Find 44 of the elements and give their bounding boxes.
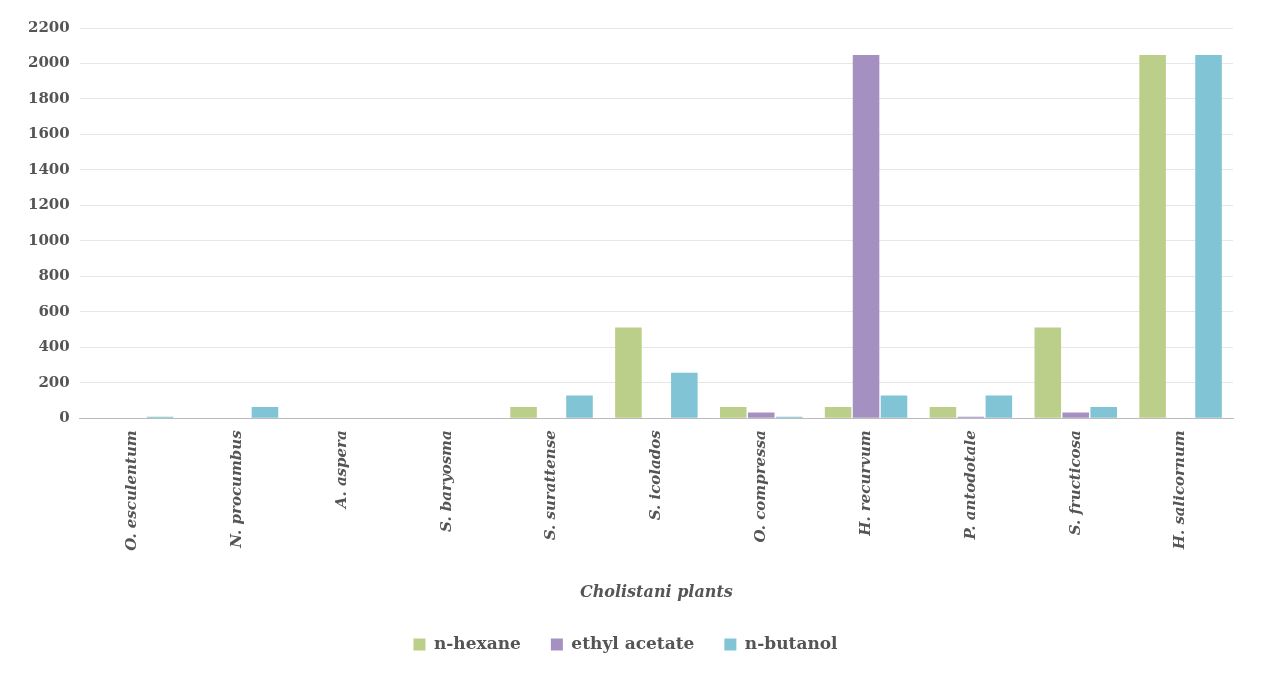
bar	[719, 406, 747, 418]
bar	[251, 406, 279, 418]
y-tick-label: 200	[38, 372, 70, 391]
x-tick-label: S. icolados	[646, 429, 665, 521]
y-tick-label: 1800	[28, 88, 70, 107]
y-tick-label: 2000	[28, 53, 70, 72]
bar	[1062, 412, 1090, 418]
y-tick-label: 2200	[28, 17, 70, 36]
x-tick-label: N. procumbus	[226, 429, 245, 549]
x-tick-label: S. surattense	[541, 430, 560, 541]
x-tick-label: S. fructicosa	[1065, 430, 1084, 536]
x-axis-title: Cholistani plants	[579, 581, 733, 601]
bar	[510, 406, 537, 418]
y-tick-label: 0	[59, 408, 70, 427]
x-tick-label: A. aspera	[331, 430, 350, 511]
y-tick-label: 1400	[28, 159, 70, 178]
bar	[1034, 327, 1062, 418]
x-tick-label: O. compressa	[751, 430, 770, 543]
bar	[852, 54, 880, 418]
legend-label: ethyl acetate	[571, 632, 695, 653]
bar	[1139, 54, 1166, 418]
bar	[880, 395, 908, 418]
y-tick-label: 800	[38, 266, 70, 285]
legend-label: n-butanol	[744, 632, 839, 653]
bar	[1195, 54, 1222, 418]
x-tick-label: S. baryosma	[436, 430, 455, 532]
x-tick-label: H. salicornum	[1170, 430, 1189, 551]
bar	[566, 395, 593, 418]
bar	[671, 372, 698, 418]
y-tick-label: 1000	[28, 230, 70, 249]
bar	[747, 412, 775, 418]
legend-label: n-hexane	[433, 632, 522, 653]
bar	[1090, 406, 1117, 418]
y-tick-label: 400	[38, 337, 70, 356]
y-tick-label: 600	[38, 301, 70, 320]
y-tick-label: 1200	[28, 195, 70, 214]
bar	[985, 395, 1013, 418]
y-tick-label: 1600	[28, 124, 70, 143]
bar	[929, 406, 957, 418]
bar	[824, 406, 852, 418]
x-tick-label: H. recurvum	[855, 430, 874, 537]
x-tick-label: P. antodotale	[960, 430, 979, 541]
bar	[615, 327, 642, 418]
x-tick-label: O. esculentum	[122, 430, 141, 551]
